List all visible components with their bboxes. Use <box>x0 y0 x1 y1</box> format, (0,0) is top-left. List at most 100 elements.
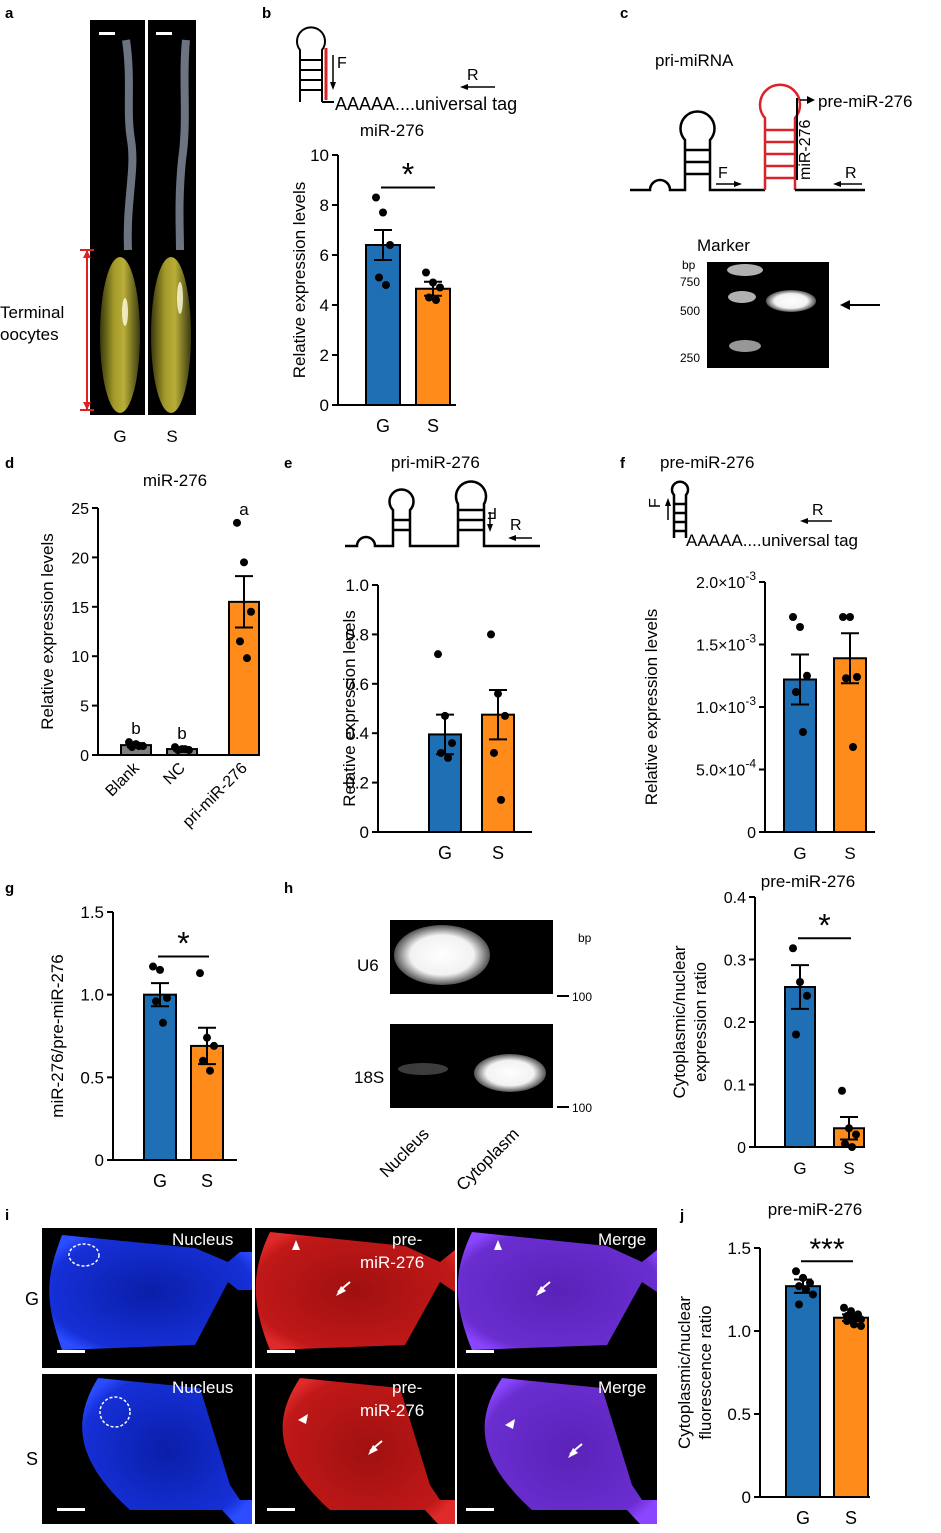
data-point <box>803 671 811 680</box>
oocyte-s <box>151 257 191 413</box>
c-pre-label: pre-miR-276 <box>818 92 912 111</box>
data-point <box>441 711 449 720</box>
c-gel <box>707 262 829 368</box>
x-tick-label: G <box>438 843 452 863</box>
data-point <box>240 558 248 567</box>
data-point <box>795 1300 803 1309</box>
data-point <box>243 654 251 663</box>
y-tick-label: 0.3 <box>724 953 746 970</box>
y-tick-label: 0 <box>320 396 329 415</box>
data-point <box>853 673 861 681</box>
x-tick-label: S <box>492 843 504 863</box>
data-point <box>796 623 804 631</box>
x-tick-label: G <box>796 1508 810 1528</box>
terminal-label-1: Terminal <box>0 303 64 322</box>
y-tick-label: 25 <box>71 501 89 518</box>
x-tick-label: S <box>201 1171 213 1191</box>
chart-h: 0 0.1 0.2 0.3 0.4 G S * pre-miR-276 Cytoplasmic/n… <box>670 872 865 1178</box>
data-point <box>848 1143 856 1151</box>
panel-label-f: f <box>620 455 626 472</box>
data-point <box>792 688 800 696</box>
pri-mir-276-diagram <box>345 480 540 548</box>
data-point <box>843 1317 851 1326</box>
h-lane-cytoplasm: Cytoplasm <box>453 1124 523 1194</box>
data-point <box>494 689 502 698</box>
h-bp-label: bp <box>578 931 592 945</box>
y-tick-exponent: -3 <box>745 694 756 708</box>
y-tick-label: 0.2 <box>345 774 369 793</box>
data-point <box>159 1018 167 1027</box>
significance-letter: a <box>239 500 249 519</box>
data-point <box>799 1273 807 1282</box>
x-tick-label: S <box>427 416 439 436</box>
data-point <box>792 1030 800 1039</box>
data-point <box>448 739 456 748</box>
data-point <box>850 1320 858 1329</box>
y-axis-label: Relative expression levels <box>340 610 359 807</box>
bar-G <box>784 986 816 1148</box>
b-primer-f: F <box>337 55 347 72</box>
bar-G <box>143 993 177 1162</box>
data-point <box>799 728 807 736</box>
terminal-label-2: oocytes <box>0 325 59 344</box>
panel-label-h: h <box>284 880 293 897</box>
data-point <box>850 1313 858 1322</box>
y-tick-label: 0.4 <box>724 890 746 907</box>
y-axis-label: Relative expression levels <box>38 533 57 730</box>
y-axis-label: miR-276/pre-miR-276 <box>48 954 67 1117</box>
i-col-mir-s: miR-276 <box>360 1401 424 1420</box>
c-mir-label: miR-276 <box>797 119 814 180</box>
x-tick-label: S <box>844 844 855 863</box>
i-col-merge-g: Merge <box>598 1230 646 1249</box>
c-primer-r: R <box>845 165 857 182</box>
data-point <box>501 711 509 720</box>
y-tick-exponent: -3 <box>745 569 756 583</box>
y-tick-label: 0 <box>360 823 369 842</box>
panel-label-d: d <box>5 455 14 472</box>
y-tick-label: 0.5 <box>80 1068 104 1087</box>
data-point <box>203 1033 211 1042</box>
significance-mark: * <box>402 157 414 193</box>
c-marker-label: Marker <box>697 236 750 255</box>
x-tick-label: pri-miR-276 <box>180 760 251 831</box>
significance-letter: b <box>131 719 140 738</box>
f-primer-f: F <box>647 498 664 508</box>
panel-b-schematic <box>296 26 495 103</box>
y-tick-label: 8 <box>320 196 329 215</box>
y-tick-label: 0.4 <box>345 724 369 743</box>
y-tick-label: 6 <box>320 246 329 265</box>
y-tick-label: 1.0×10-3 <box>696 694 756 717</box>
data-point <box>210 1041 218 1050</box>
y-tick-label: 0.2 <box>724 1015 746 1032</box>
c-title: pri-miRNA <box>655 51 734 70</box>
x-tick-label: G <box>153 1171 167 1191</box>
c-ladder-250: 250 <box>680 351 700 365</box>
i-col-nucleus-g: Nucleus <box>172 1230 233 1249</box>
y-tick-label: 0 <box>95 1151 104 1170</box>
b-primer-r: R <box>467 67 479 84</box>
x-tick-label: Blank <box>103 759 144 800</box>
data-point <box>128 743 136 752</box>
y-tick-label: 0 <box>80 748 89 765</box>
h-size-u6: 100 <box>572 990 592 1004</box>
panel-label-j: j <box>679 1207 684 1224</box>
h-row-u6: U6 <box>357 956 379 975</box>
panel-label-c: c <box>620 5 628 22</box>
panel-label-a: a <box>5 5 14 22</box>
i-row-g: G <box>25 1289 39 1309</box>
data-point <box>842 674 850 683</box>
data-point <box>196 969 204 978</box>
bar-S <box>833 1316 869 1498</box>
data-point <box>789 613 797 621</box>
c-bp-label: bp <box>682 258 696 272</box>
data-point <box>792 1267 800 1276</box>
panel-label-i: i <box>5 1207 9 1224</box>
e-title: pri-miR-276 <box>391 453 480 472</box>
f-title: pre-miR-276 <box>660 453 754 472</box>
data-point <box>857 1315 865 1324</box>
significance-mark: *** <box>809 1233 844 1266</box>
data-point <box>802 1285 810 1294</box>
data-point <box>840 1303 848 1312</box>
panel-label-b: b <box>262 5 271 22</box>
c-primer-f: F <box>718 165 728 182</box>
